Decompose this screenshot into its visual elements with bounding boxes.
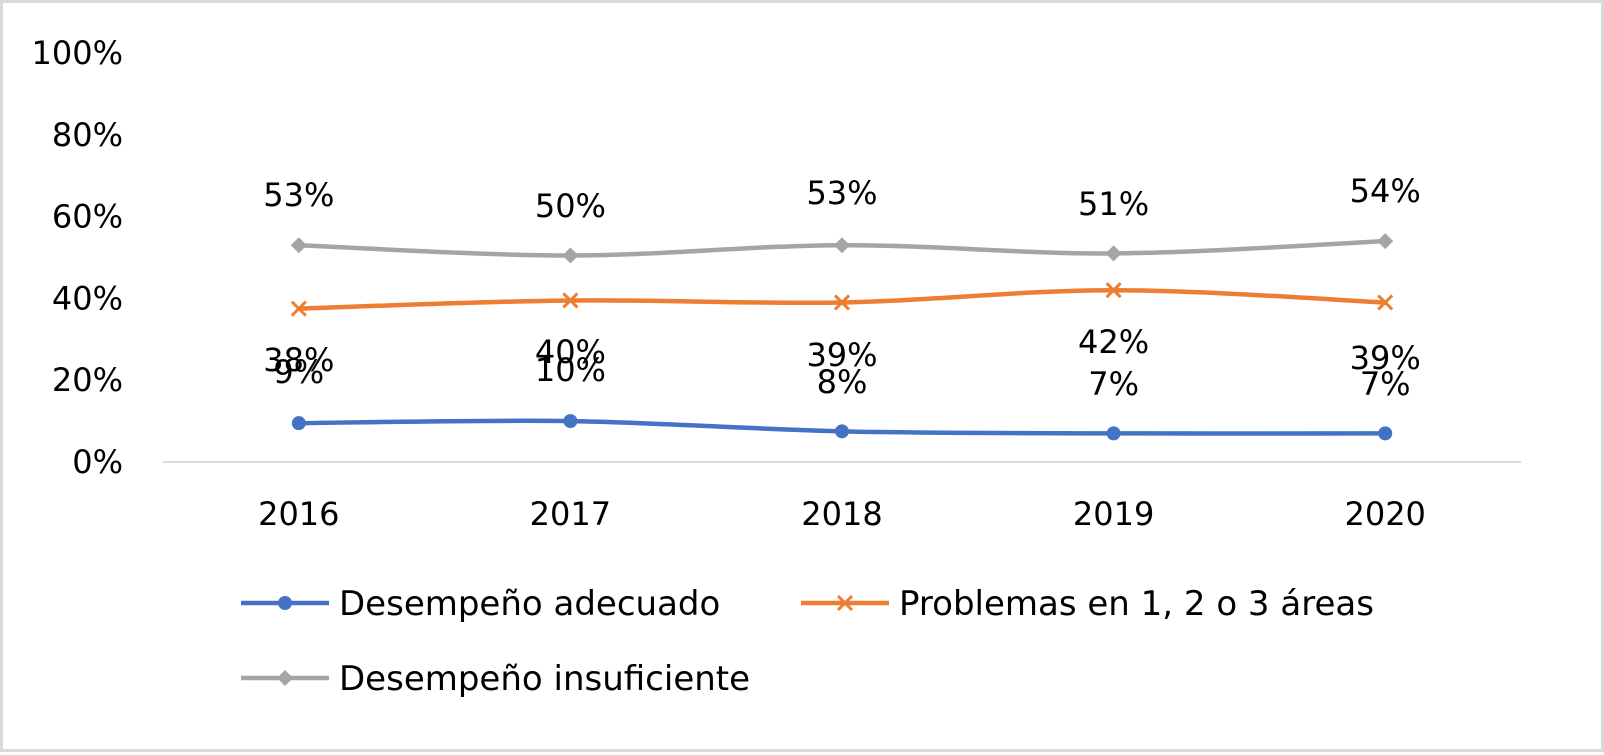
legend: Desempeño adecuado Problemas en 1, 2 o 3 … bbox=[241, 584, 1374, 699]
data-point-desempeno-insuficiente bbox=[562, 247, 579, 264]
legend-label: Problemas en 1, 2 o 3 áreas bbox=[899, 584, 1374, 624]
x-tick-label: 2016 bbox=[258, 495, 339, 533]
y-tick-label: 60% bbox=[52, 198, 123, 236]
legend-label: Desempeño adecuado bbox=[339, 584, 720, 624]
legend-item-desempeno-insuficiente: Desempeño insuficiente bbox=[241, 659, 750, 699]
legend-label: Desempeño insuficiente bbox=[339, 659, 750, 699]
data-point-problemas-en-1-2-o-3-areas bbox=[833, 294, 851, 311]
data-label-problemas-en-1-2-o-3-areas: 39% bbox=[1350, 339, 1421, 377]
line-chart: 0%20%40%60%80%100% 2016 2017 2018 2019 2020 … bbox=[32, 34, 1521, 699]
data-point-desempeno-adecuado bbox=[1378, 426, 1393, 441]
data-point-desempeno-adecuado bbox=[835, 424, 849, 439]
x-tick-label: 2017 bbox=[530, 495, 611, 533]
legend-marker bbox=[277, 670, 293, 686]
y-tick-label: 100% bbox=[32, 34, 123, 72]
data-point-desempeno-insuficiente bbox=[1377, 233, 1394, 250]
data-label-desempeno-insuficiente: 51% bbox=[1078, 185, 1149, 223]
y-tick-label: 80% bbox=[52, 116, 123, 154]
series-markers bbox=[290, 233, 1394, 441]
legend-marker bbox=[278, 596, 292, 610]
data-point-desempeno-adecuado bbox=[291, 416, 306, 431]
data-point-problemas-en-1-2-o-3-areas bbox=[1105, 282, 1122, 299]
data-point-desempeno-insuficiente bbox=[834, 237, 850, 254]
data-label-problemas-en-1-2-o-3-areas: 38% bbox=[263, 341, 334, 379]
legend-marker bbox=[836, 594, 854, 612]
x-axis-tick-labels: 2016 2017 2018 2019 2020 bbox=[258, 495, 1426, 533]
data-label-problemas-en-1-2-o-3-areas: 40% bbox=[535, 333, 606, 371]
data-point-problemas-en-1-2-o-3-areas bbox=[562, 292, 579, 309]
data-point-desempeno-insuficiente bbox=[290, 237, 307, 254]
data-label-desempeno-insuficiente: 50% bbox=[535, 187, 606, 225]
data-point-problemas-en-1-2-o-3-areas bbox=[1377, 294, 1394, 311]
legend-item-desempeno-adecuado: Desempeño adecuado bbox=[241, 584, 720, 624]
data-label-desempeno-insuficiente: 53% bbox=[263, 176, 334, 214]
y-tick-label: 20% bbox=[52, 361, 123, 399]
x-tick-label: 2018 bbox=[801, 495, 882, 533]
data-point-problemas-en-1-2-o-3-areas bbox=[290, 300, 307, 317]
data-label-desempeno-adecuado: 9% bbox=[273, 353, 324, 391]
y-axis-tick-labels: 0% 20% 40% 60% 80% 100% bbox=[32, 34, 123, 481]
data-label-problemas-en-1-2-o-3-areas: 42% bbox=[1078, 323, 1149, 361]
data-label-desempeno-adecuado: 7% bbox=[1088, 365, 1139, 403]
data-label-desempeno-insuficiente: 53% bbox=[806, 174, 877, 212]
data-label-desempeno-insuficiente: 54% bbox=[1350, 172, 1421, 210]
data-label-desempeno-adecuado: 7% bbox=[1360, 365, 1411, 403]
data-point-desempeno-adecuado bbox=[1106, 426, 1121, 441]
x-tick-label: 2020 bbox=[1344, 495, 1425, 533]
data-label-desempeno-adecuado: 8% bbox=[817, 363, 868, 401]
data-labels: 9% 10% 8% 7% 7% 38% 40% 39% 42% 39% 53% 50% 53% 51% 54… bbox=[263, 172, 1421, 403]
data-point-desempeno-insuficiente bbox=[1105, 245, 1122, 262]
data-label-desempeno-adecuado: 10% bbox=[535, 351, 606, 389]
data-point-desempeno-adecuado bbox=[563, 414, 578, 429]
series-line-problemas-en-1-2-o-3-areas bbox=[296, 287, 1388, 311]
x-tick-label: 2019 bbox=[1073, 495, 1154, 533]
legend-item-problemas-en-1-2-o-3-areas: Problemas en 1, 2 o 3 áreas bbox=[801, 584, 1374, 624]
y-tick-label: 40% bbox=[52, 279, 123, 317]
y-tick-label: 0% bbox=[72, 443, 123, 481]
data-label-problemas-en-1-2-o-3-areas: 39% bbox=[806, 336, 877, 374]
